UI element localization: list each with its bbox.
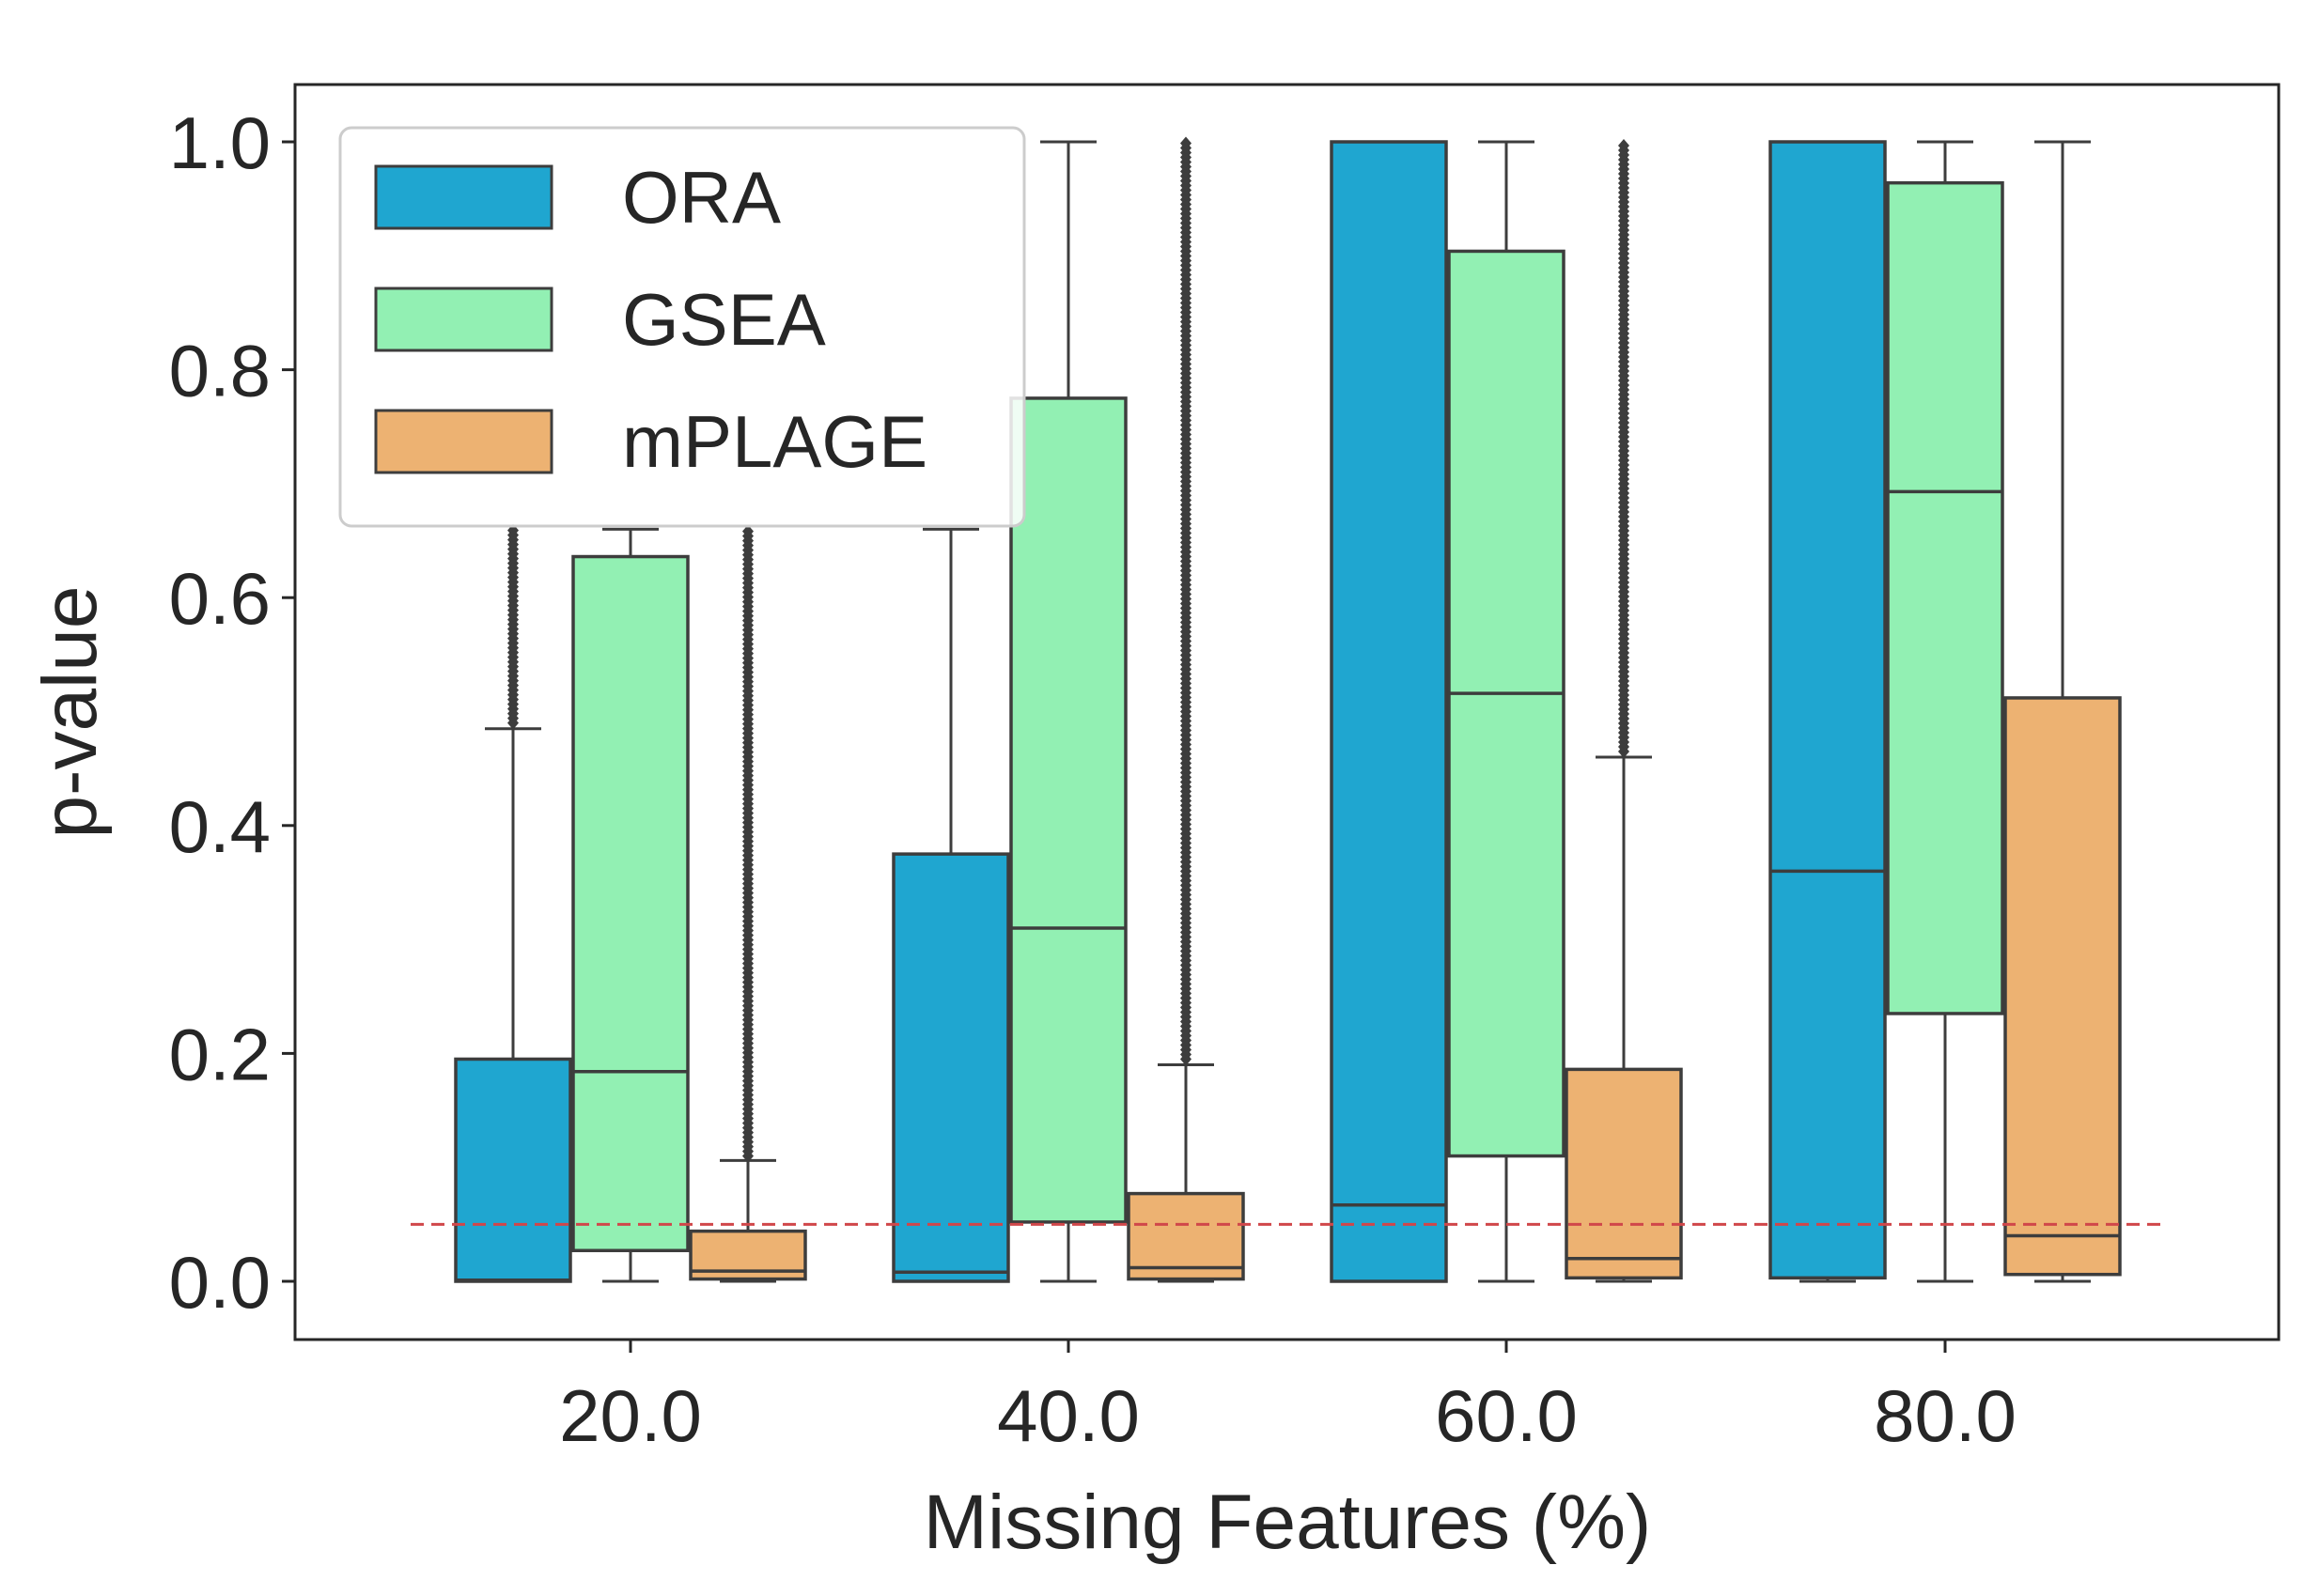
legend: ORA GSEA mPLAGE <box>338 126 1026 528</box>
box-mplage-80.0 <box>2003 140 2122 1283</box>
box-mplage-20.0 <box>689 524 807 1283</box>
box-mplage-40.0 <box>1127 136 1245 1283</box>
box-body <box>1886 180 2004 1015</box>
box-body <box>1565 1067 1683 1280</box>
plot-area <box>411 136 2166 1283</box>
fliers <box>742 524 754 1163</box>
box-body <box>1127 1191 1245 1281</box>
x-tick-label: 60.0 <box>1435 1374 1578 1457</box>
legend-label: mPLAGE <box>622 400 927 483</box>
flier-point <box>1180 136 1191 150</box>
y-axis-label: p-value <box>27 586 113 839</box>
legend-swatch <box>374 287 553 352</box>
y-tick-label: 0.6 <box>169 557 271 640</box>
x-axis-label: Missing Features (%) <box>924 1480 1652 1565</box>
fliers <box>1618 138 1629 758</box>
legend-item-ora: ORA <box>374 156 781 239</box>
box-body <box>1330 140 1448 1283</box>
legend-label: ORA <box>622 156 781 239</box>
box-gsea-40.0 <box>1009 140 1128 1283</box>
y-tick-label: 1.0 <box>169 101 271 184</box>
box-body <box>1009 396 1128 1224</box>
box-gsea-60.0 <box>1447 140 1565 1283</box>
box-body <box>454 1057 572 1283</box>
fliers <box>1180 136 1191 1066</box>
fliers <box>507 523 519 730</box>
box-body <box>2003 696 2122 1277</box>
y-tick-label: 0.2 <box>169 1013 271 1095</box>
box-ora-20.0 <box>454 523 572 1283</box>
box-body <box>1768 140 1887 1280</box>
box-body <box>1447 249 1565 1158</box>
x-tick-label: 20.0 <box>559 1374 702 1457</box>
legend-swatch <box>374 409 553 474</box>
flier-point <box>1618 138 1629 152</box>
box-gsea-80.0 <box>1886 140 2004 1283</box>
legend-item-gsea: GSEA <box>374 278 826 361</box>
box-ora-80.0 <box>1768 140 1887 1283</box>
legend-swatch <box>374 164 553 230</box>
y-tick-label: 0.0 <box>169 1241 271 1324</box>
box-gsea-20.0 <box>571 527 690 1283</box>
box-body <box>892 852 1010 1283</box>
y-tick-label: 0.4 <box>169 785 271 868</box>
box-ora-60.0 <box>1330 140 1448 1283</box>
flier-point <box>742 524 754 538</box>
axes: 0.0 0.2 0.4 0.6 0.8 1.0 20.0 40.0 60.0 80.0 <box>169 101 2017 1457</box>
y-tick-label: 0.8 <box>169 330 271 412</box>
x-tick-label: 40.0 <box>997 1374 1140 1457</box>
box-mplage-60.0 <box>1565 138 1683 1283</box>
box-ora-40.0 <box>892 527 1010 1283</box>
legend-label: GSEA <box>622 278 826 361</box>
legend-item-mplage: mPLAGE <box>374 400 927 483</box>
x-tick-label: 80.0 <box>1874 1374 2017 1457</box>
box-body <box>571 554 690 1252</box>
plot-frame <box>293 83 2281 1341</box>
